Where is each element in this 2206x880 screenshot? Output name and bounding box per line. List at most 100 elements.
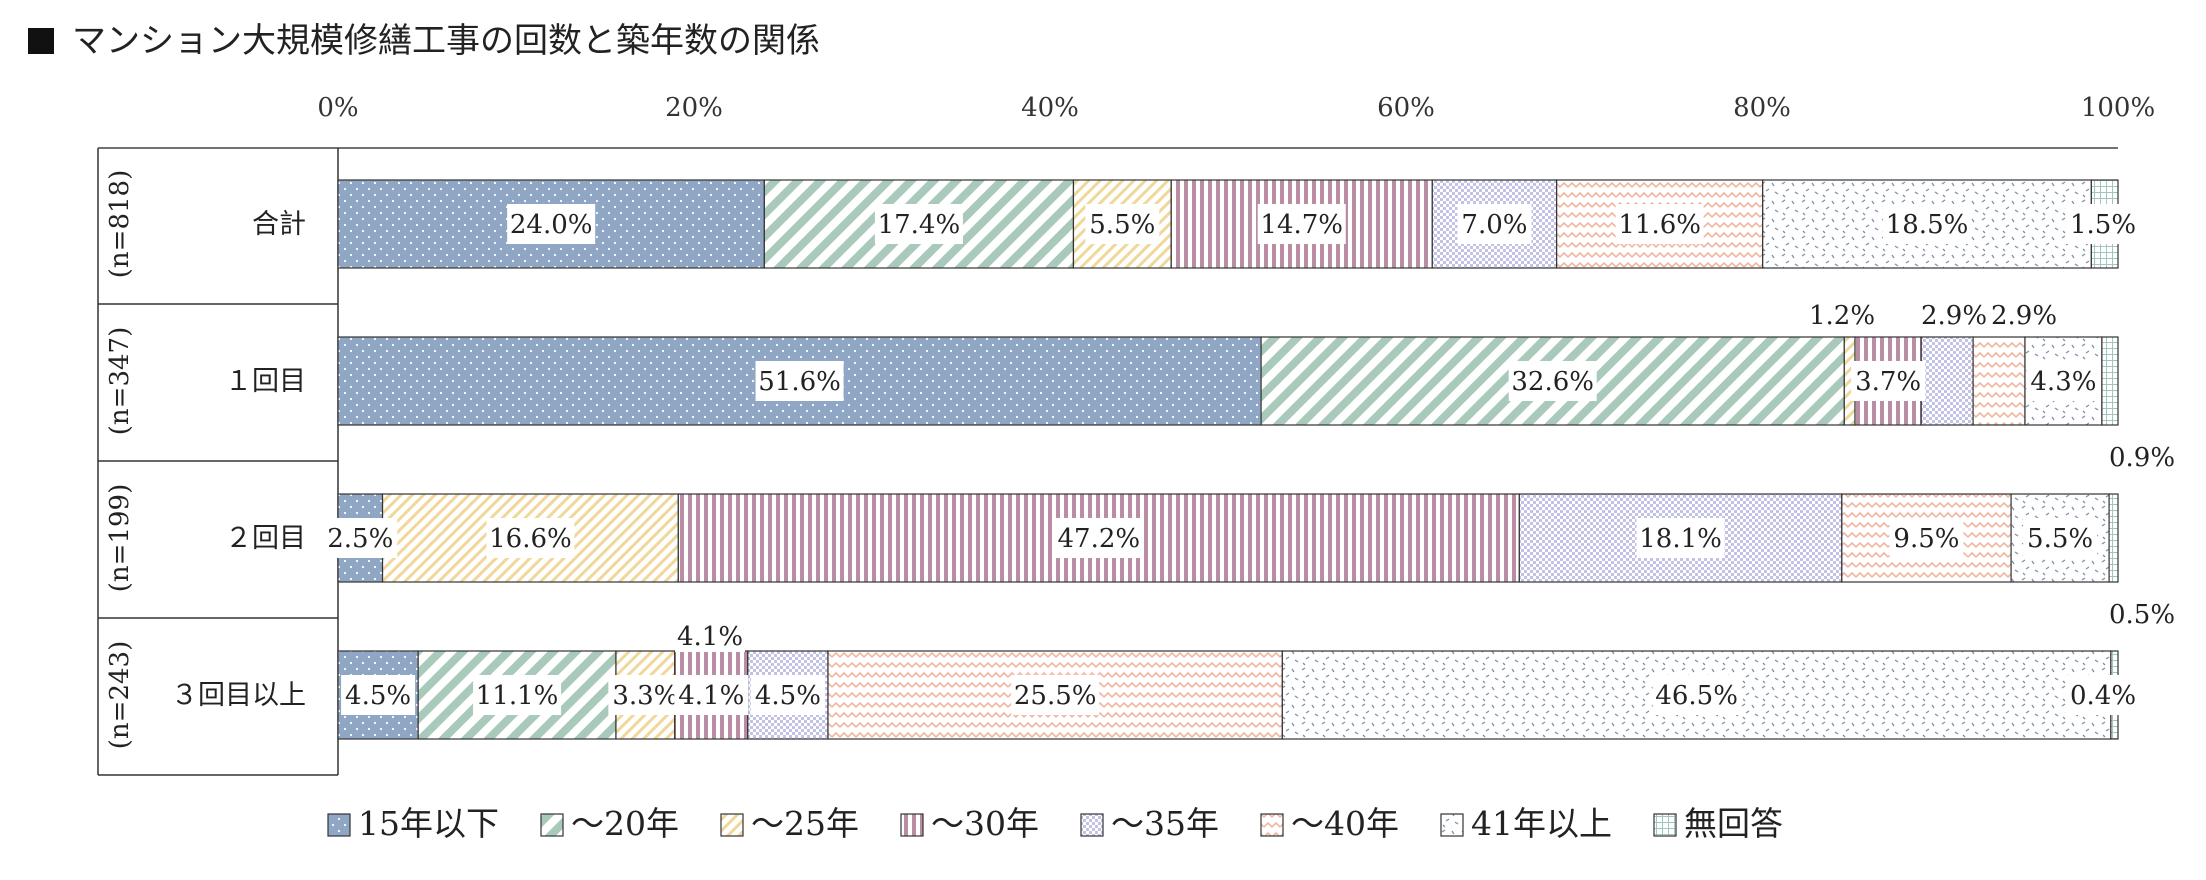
sample-size-label: (n=199)	[105, 484, 135, 592]
data-label-bg	[750, 675, 825, 715]
data-label: 25.5%	[1014, 681, 1097, 711]
legend-item: ～25年	[720, 804, 859, 843]
data-label-bg	[1011, 675, 1100, 715]
bar-segment	[2108, 493, 2119, 583]
legend-item: 15年以下	[327, 804, 499, 843]
legend-swatch	[1080, 813, 1104, 837]
bar-segment	[2101, 336, 2119, 426]
data-label-bg	[1508, 361, 1597, 401]
bar-segment	[1920, 336, 1974, 426]
data-label-bg	[1883, 204, 1972, 244]
data-label: 11.1%	[476, 681, 559, 711]
outside-data-label: 4.1%	[677, 622, 743, 652]
data-label: 3.7%	[1855, 367, 1921, 397]
outside-data-label: 2.9%	[1991, 301, 2057, 331]
chart-title: マンション大規模修繕工事の回数と築年数の関係	[28, 21, 820, 61]
data-label-bg	[755, 361, 844, 401]
sample-size-label: (n=818)	[105, 170, 135, 278]
data-label: 4.1%	[678, 681, 744, 711]
data-label: 16.6%	[489, 524, 572, 554]
data-label: 4.5%	[345, 681, 411, 711]
legend-label: 41年以上	[1471, 804, 1612, 843]
outside-data-label: 2.9%	[1921, 301, 1987, 331]
x-tick-label: 80%	[1733, 93, 1791, 123]
bar-segment	[1972, 336, 2026, 426]
data-label-bg	[1889, 518, 1964, 558]
data-label: 46.5%	[1655, 681, 1738, 711]
sample-size-label: (n=347)	[105, 327, 135, 435]
data-label: 18.1%	[1639, 524, 1722, 554]
data-label: 32.6%	[1511, 367, 1594, 397]
data-label: 51.6%	[758, 367, 841, 397]
data-label-bg	[2023, 518, 2098, 558]
legend-swatch	[327, 813, 351, 837]
data-label: 17.4%	[878, 210, 961, 240]
legend-item: ～20年	[540, 804, 679, 843]
legend-swatch	[540, 813, 564, 837]
data-label-bg	[2066, 204, 2140, 244]
legend-swatch	[900, 813, 924, 837]
data-label: 3.3%	[612, 681, 678, 711]
x-tick-label: 20%	[665, 93, 723, 123]
data-label-bg	[874, 204, 963, 244]
axis-layer: 0% 20% 40% 60% 80% 100% 合計 (n=818) １回目 (n=347) ２回目…	[97, 93, 2155, 776]
outside-label-bg	[2107, 439, 2177, 473]
x-tick-label: 100%	[2081, 93, 2155, 123]
legend-item: ～35年	[1080, 804, 1219, 843]
x-tick-label: 60%	[1377, 93, 1435, 123]
category-label: 合計	[252, 209, 306, 240]
data-label: 2.5%	[327, 524, 393, 554]
outside-label-bg	[1919, 297, 1989, 331]
title-square-icon	[28, 28, 54, 54]
data-label-bg	[608, 675, 683, 715]
legend-label: 無回答	[1684, 804, 1783, 843]
category-label: １回目	[225, 366, 306, 397]
data-label: 4.5%	[755, 681, 821, 711]
legend-label: 15年以下	[358, 804, 499, 843]
data-label-bg	[1257, 204, 1346, 244]
sample-size-label: (n=243)	[105, 641, 135, 749]
data-label-bg	[1851, 361, 1926, 401]
legend-swatch	[720, 813, 744, 837]
data-label-bg	[1636, 518, 1725, 558]
outside-data-label: 1.2%	[1809, 301, 1875, 331]
data-label: 4.3%	[2030, 367, 2096, 397]
legend-item: ～30年	[900, 804, 1039, 843]
legend: 15年以下 ～20年 ～25年 ～30年 ～35年 ～40年 41年以上 無回答	[327, 804, 1783, 843]
legend-label: ～30年	[931, 804, 1039, 843]
data-label: 9.5%	[1893, 524, 1959, 554]
data-label-bg	[1652, 675, 1741, 715]
data-label: 5.5%	[2027, 524, 2093, 554]
data-label-bg	[1085, 204, 1160, 244]
data-label-bg	[2026, 361, 2101, 401]
data-label: 11.6%	[1618, 210, 1701, 240]
x-tick-label: 0%	[317, 93, 358, 123]
outside-data-label: 0.9%	[2109, 443, 2175, 473]
data-label-bg	[1457, 204, 1532, 244]
legend-swatch	[1440, 813, 1464, 837]
data-label-bg	[486, 518, 575, 558]
legend-label: ～35年	[1111, 804, 1219, 843]
data-label-bg	[473, 675, 562, 715]
data-label-bg	[674, 675, 749, 715]
category-label: ３回目以上	[171, 680, 306, 711]
data-label: 1.5%	[2070, 210, 2136, 240]
data-label-bg	[507, 204, 596, 244]
outside-label-bg	[675, 618, 745, 652]
legend-item: ～40年	[1260, 804, 1399, 843]
legend-item: 41年以上	[1440, 804, 1612, 843]
legend-label: ～40年	[1291, 804, 1399, 843]
x-tick-label: 40%	[1021, 93, 1079, 123]
data-label-bg	[1615, 204, 1704, 244]
data-label: 14.7%	[1260, 210, 1343, 240]
data-label: 47.2%	[1058, 524, 1141, 554]
data-label: 24.0%	[510, 210, 593, 240]
data-label-bg	[341, 675, 416, 715]
legend-swatch	[1653, 813, 1677, 837]
chart-title-text: マンション大規模修繕工事の回数と築年数の関係	[72, 21, 820, 61]
legend-swatch	[1260, 813, 1284, 837]
outside-label-bg	[2107, 596, 2177, 630]
outside-label-bg	[1989, 297, 2059, 331]
data-label: 5.5%	[1089, 210, 1155, 240]
